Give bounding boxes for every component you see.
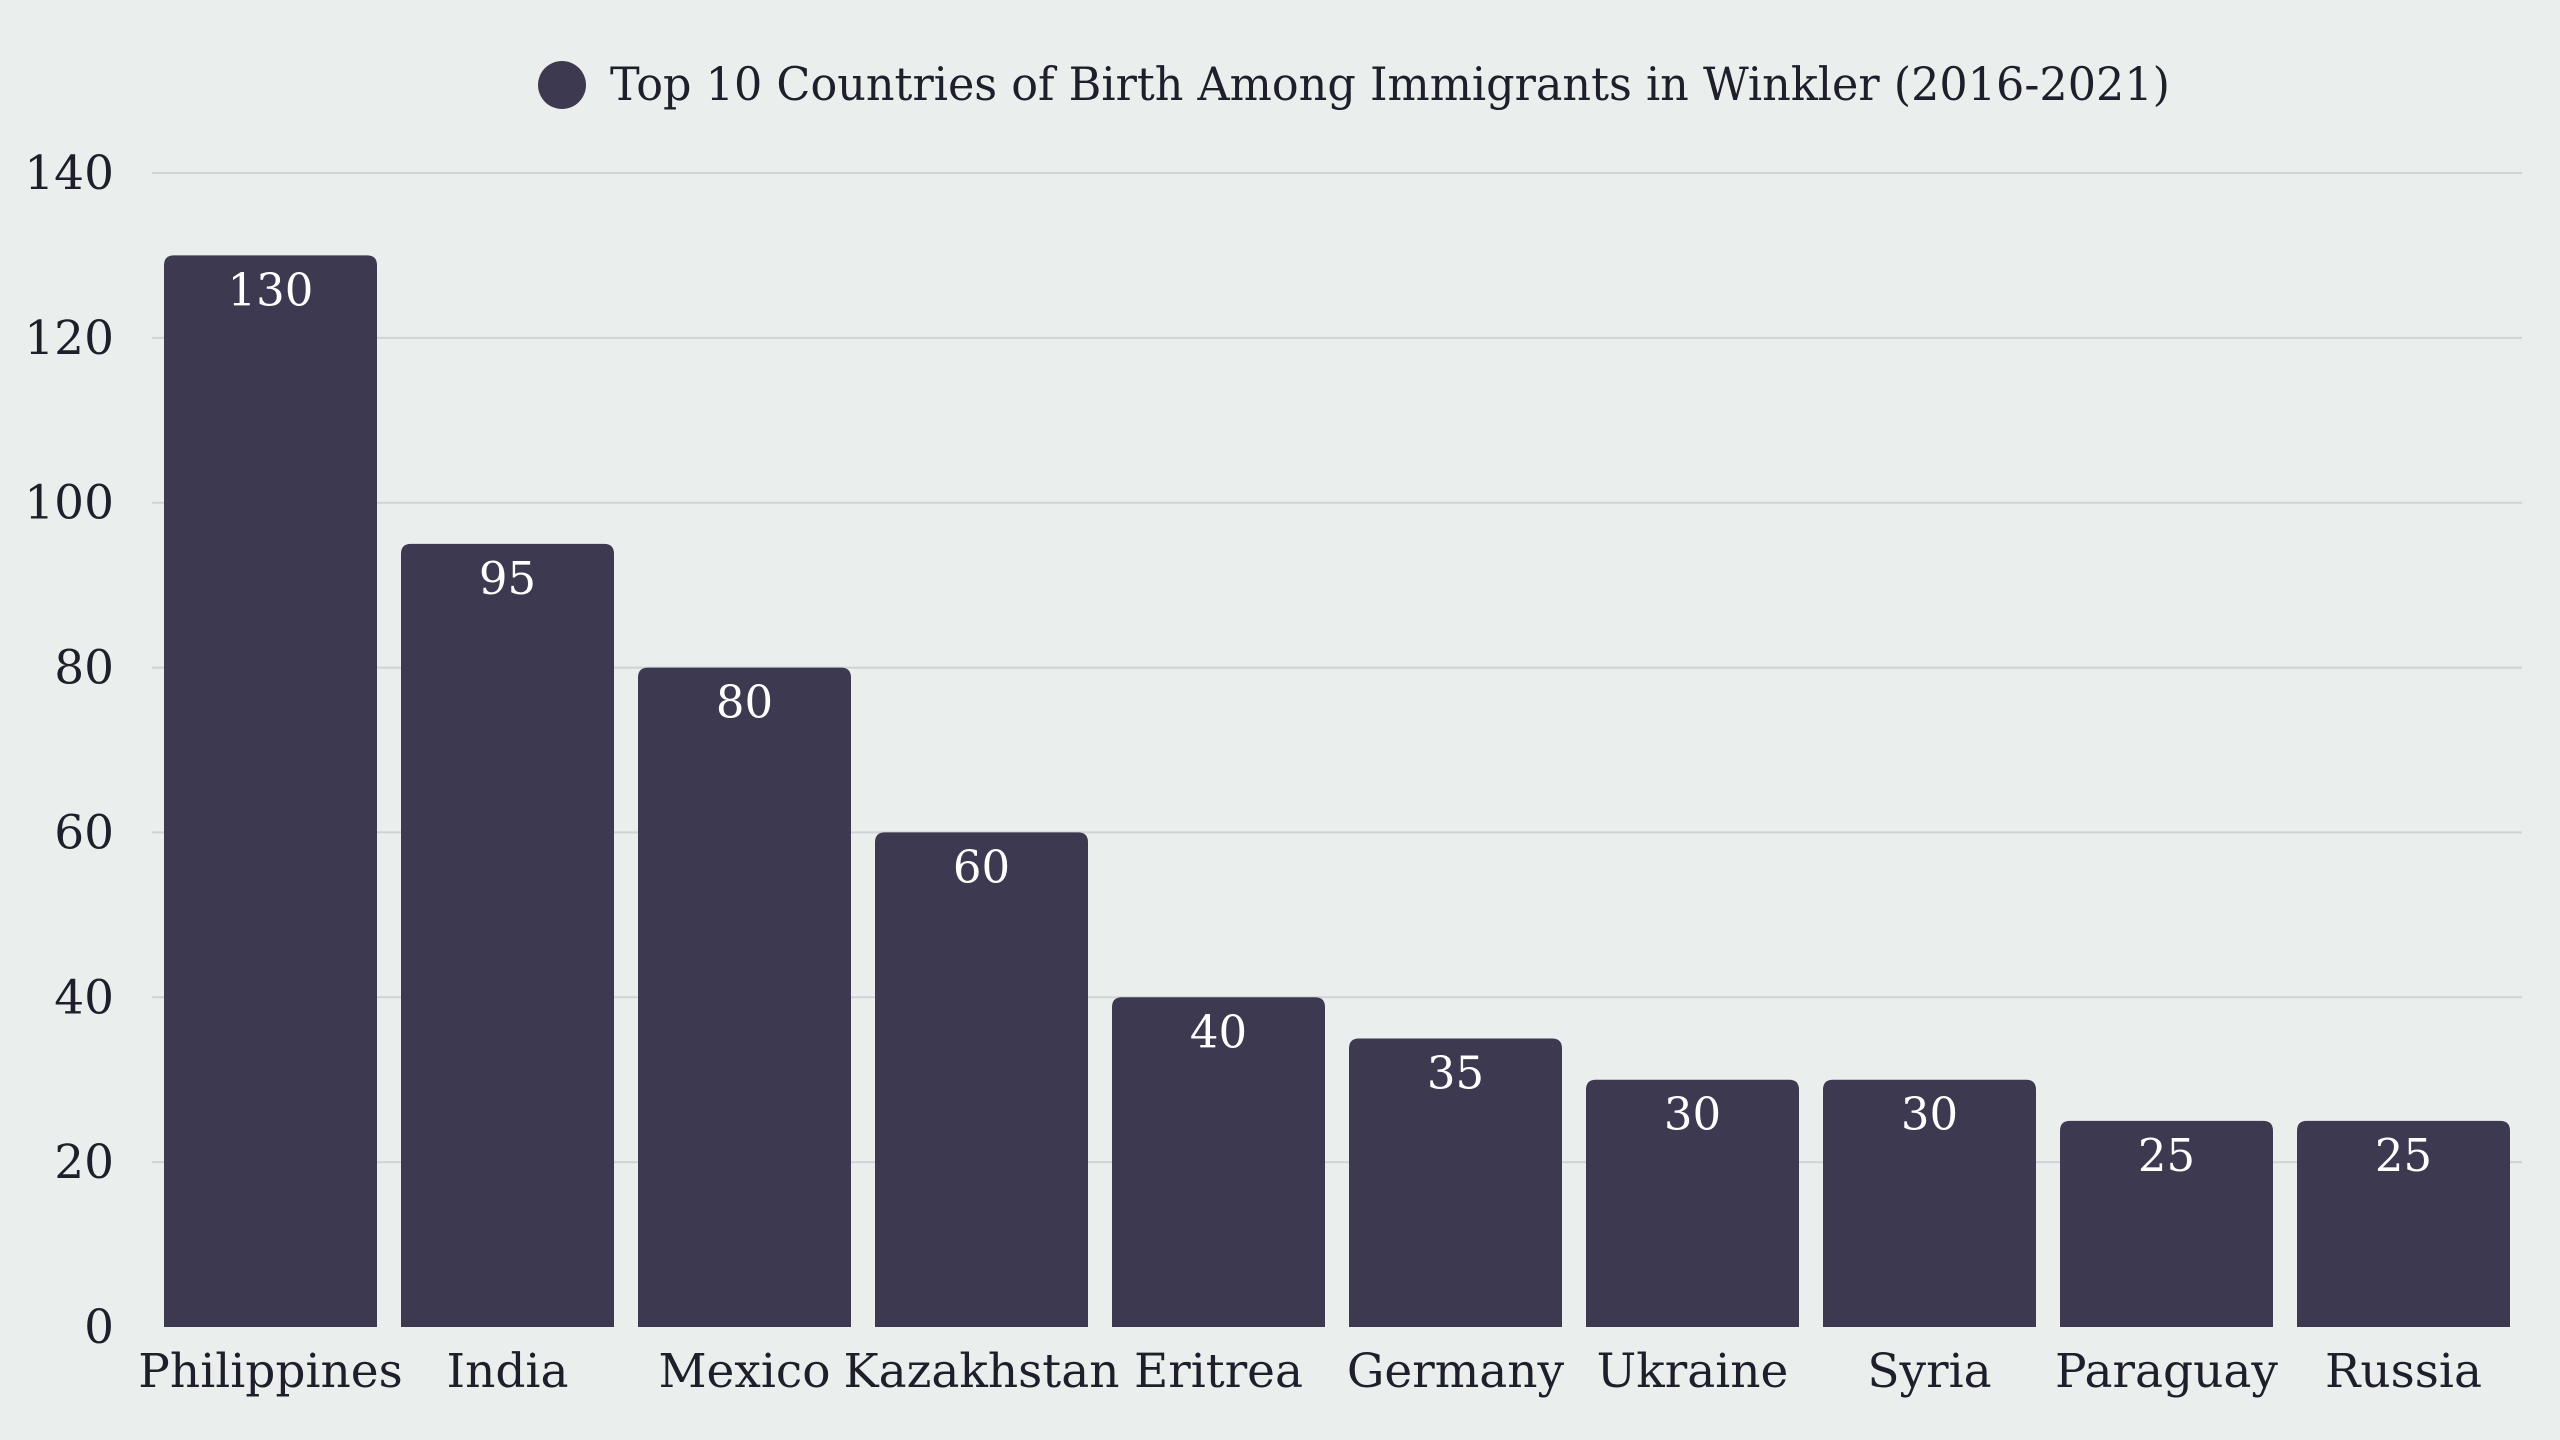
bar: [2297, 1120, 2510, 1327]
y-tick-label: 140: [24, 146, 114, 201]
bar-value-label: 25: [2375, 1129, 2432, 1182]
legend-marker: [538, 61, 586, 109]
x-tick-label: Germany: [1347, 1344, 1565, 1399]
y-tick-label: 80: [54, 641, 114, 696]
legend-label: Top 10 Countries of Birth Among Immigran…: [610, 57, 2170, 111]
bar-value-label: 30: [1664, 1088, 1721, 1141]
x-tick-label: Kazakhstan: [844, 1344, 1120, 1399]
bars: [164, 255, 2510, 1327]
x-tick-label: Paraguay: [2055, 1344, 2278, 1399]
y-tick-label: 100: [24, 476, 114, 531]
bar: [1586, 1079, 1799, 1327]
bar: [401, 543, 614, 1327]
x-tick-label: India: [447, 1344, 569, 1399]
bar-value-label: 80: [716, 676, 773, 729]
bar-value-label: 35: [1427, 1047, 1484, 1100]
x-tick-label: Mexico: [658, 1344, 830, 1399]
x-tick-label: Ukraine: [1597, 1344, 1789, 1399]
x-tick-label: Eritrea: [1134, 1344, 1303, 1399]
bar: [164, 255, 377, 1327]
bar: [1823, 1079, 2036, 1327]
value-labels: 130 95 80 60 40 35 30 30 25 25: [228, 263, 2433, 1182]
y-tick-label: 60: [54, 805, 114, 860]
bar-value-label: 130: [228, 263, 314, 316]
y-tick-label: 40: [54, 970, 114, 1025]
bar: [2060, 1120, 2273, 1327]
bar-value-label: 60: [953, 840, 1010, 893]
x-axis: Philippines India Mexico Kazakhstan Eritrea G…: [138, 1344, 2482, 1399]
bar-value-label: 40: [1190, 1005, 1247, 1058]
y-tick-label: 0: [84, 1300, 114, 1355]
bar: [1112, 997, 1325, 1327]
bar-value-label: 25: [2138, 1129, 2195, 1182]
bar-value-label: 95: [479, 552, 536, 605]
y-tick-label: 120: [24, 311, 114, 366]
y-axis: 0 20 40 60 80 100 120 140: [24, 146, 114, 1355]
y-tick-label: 20: [54, 1135, 114, 1190]
x-tick-label: Philippines: [138, 1344, 402, 1399]
x-tick-label: Syria: [1867, 1344, 1991, 1399]
bar: [638, 667, 851, 1327]
x-tick-label: Russia: [2325, 1344, 2482, 1399]
bar: [875, 832, 1088, 1327]
chart-legend: Top 10 Countries of Birth Among Immigran…: [538, 57, 2170, 111]
bar: [1349, 1038, 1562, 1327]
bar-value-label: 30: [1901, 1088, 1958, 1141]
